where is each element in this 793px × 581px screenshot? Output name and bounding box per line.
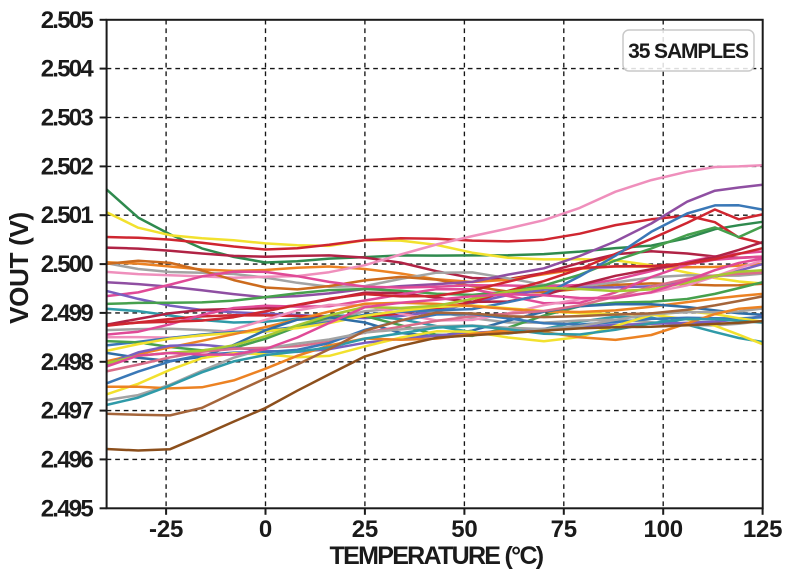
svg-text:VOUT (V): VOUT (V) (4, 212, 34, 324)
svg-text:100: 100 (643, 516, 682, 543)
svg-text:2.502: 2.502 (41, 153, 94, 180)
svg-text:TEMPERATURE (°C): TEMPERATURE (°C) (330, 542, 544, 570)
svg-text:0: 0 (259, 516, 272, 543)
svg-text:-25: -25 (149, 516, 183, 543)
svg-text:2.503: 2.503 (41, 105, 94, 132)
svg-text:2.497: 2.497 (41, 398, 94, 425)
svg-text:25: 25 (352, 516, 378, 543)
svg-text:2.499: 2.499 (41, 300, 94, 327)
svg-text:50: 50 (451, 516, 477, 543)
svg-text:2.505: 2.505 (41, 7, 94, 34)
svg-text:2.504: 2.504 (41, 56, 95, 83)
svg-text:2.496: 2.496 (41, 446, 94, 473)
svg-text:2.498: 2.498 (41, 349, 94, 376)
svg-text:125: 125 (743, 516, 782, 543)
svg-text:35 SAMPLES: 35 SAMPLES (628, 40, 749, 63)
svg-text:2.495: 2.495 (41, 495, 94, 522)
svg-text:2.500: 2.500 (41, 251, 94, 278)
svg-text:75: 75 (551, 516, 577, 543)
svg-text:2.501: 2.501 (41, 202, 94, 229)
